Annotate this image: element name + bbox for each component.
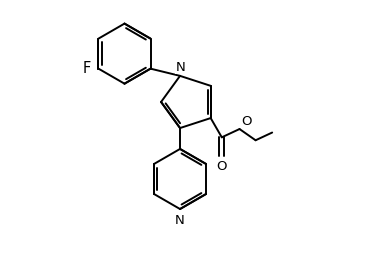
Text: N: N [176, 61, 185, 74]
Text: O: O [241, 115, 251, 128]
Text: F: F [83, 61, 90, 76]
Text: O: O [216, 159, 227, 172]
Text: N: N [175, 214, 185, 227]
